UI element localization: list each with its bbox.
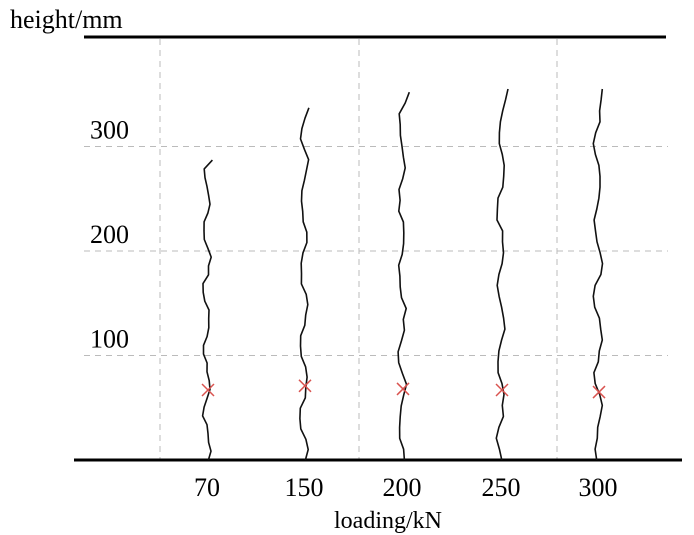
marker-stroke-b [201, 383, 215, 397]
crack-line-250 [495, 88, 509, 461]
crack-marker-200 [396, 382, 410, 396]
marker-stroke-b [592, 385, 606, 399]
x-tick-label-150: 150 [285, 473, 324, 502]
y-tick-label-100: 100 [90, 325, 129, 354]
crack-line-200 [397, 91, 411, 461]
crack-marker-300 [592, 385, 606, 399]
x-tick-label-200: 200 [383, 473, 422, 502]
y-tick-label-300: 300 [90, 116, 129, 145]
y-tick-labels: 100 200 300 [90, 116, 129, 354]
crack-markers [201, 379, 606, 399]
horizontal-grid [84, 146, 668, 356]
crack-marker-150 [298, 379, 312, 393]
x-tick-labels: 70 150 200 250 300 [194, 473, 618, 502]
marker-stroke-b [298, 379, 312, 393]
y-tick-label-200: 200 [90, 220, 129, 249]
crack-line-150 [299, 107, 310, 461]
crack-marker-250 [495, 383, 509, 397]
y-axis-label: height/mm [10, 5, 123, 34]
x-tick-label-250: 250 [482, 473, 521, 502]
x-tick-label-300: 300 [579, 473, 618, 502]
crack-line-300 [592, 88, 604, 461]
vertical-grid [159, 39, 558, 460]
crack-series [201, 88, 604, 461]
marker-stroke-b [495, 383, 509, 397]
marker-stroke-b [396, 382, 410, 396]
x-axis-label: loading/kN [334, 508, 442, 534]
crack-line-70 [201, 159, 213, 461]
x-tick-label-70: 70 [194, 473, 220, 502]
crack-marker-70 [201, 383, 215, 397]
